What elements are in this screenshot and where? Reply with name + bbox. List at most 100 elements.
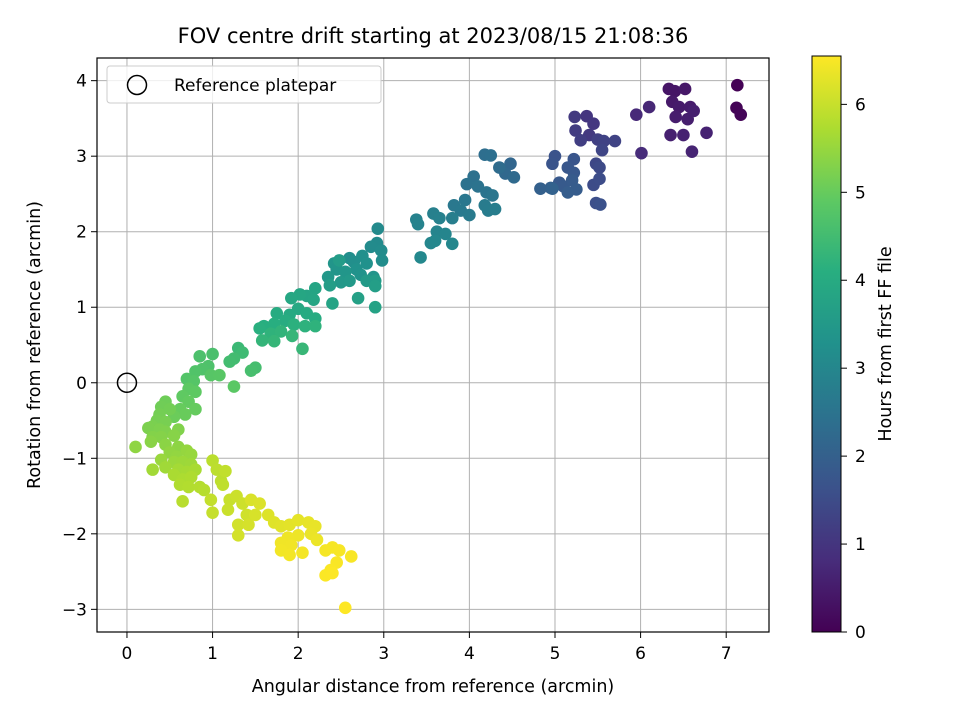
data-point <box>253 322 266 335</box>
data-point <box>308 319 322 333</box>
legend-box <box>106 65 382 104</box>
colorbar-tick-label: 0 <box>855 623 866 643</box>
data-point <box>287 318 301 331</box>
data-point <box>368 300 382 314</box>
data-point <box>664 128 677 142</box>
data-point <box>594 198 607 211</box>
data-point <box>546 182 559 195</box>
y-tick-label: −1 <box>62 449 87 469</box>
y-tick-label: 3 <box>76 147 87 167</box>
colorbar-tick-label: 1 <box>855 535 866 555</box>
data-point <box>568 110 581 124</box>
data-point <box>206 347 219 361</box>
data-point <box>167 429 181 442</box>
colorbar-tick-label: 6 <box>855 95 866 115</box>
data-point <box>310 533 324 547</box>
data-point <box>488 202 502 216</box>
data-point <box>227 380 241 393</box>
data-point <box>249 508 262 522</box>
y-tick-label: 0 <box>76 374 87 394</box>
data-point <box>569 124 582 137</box>
data-point <box>323 279 337 292</box>
data-point <box>463 208 476 222</box>
colorbar-tick-label: 2 <box>855 447 866 467</box>
data-point <box>326 566 339 580</box>
legend-label: Reference platepar <box>174 76 336 96</box>
data-point <box>146 463 159 476</box>
data-point <box>216 478 230 492</box>
colorbar-tick-label: 5 <box>855 183 866 203</box>
data-point <box>630 108 643 121</box>
data-point <box>270 306 284 320</box>
data-point <box>182 480 195 494</box>
data-point <box>274 325 288 338</box>
data-point <box>296 546 309 559</box>
data-point <box>197 483 211 497</box>
colorbar: 0 1 2 3 4 5 6 Hours from first FF file <box>811 55 896 643</box>
data-point <box>204 493 218 507</box>
data-point <box>734 108 748 121</box>
data-point <box>587 117 600 131</box>
data-point <box>669 110 682 124</box>
data-point <box>326 297 339 310</box>
y-axis-ticks: −3 −2 −1 0 1 2 3 4 <box>62 72 97 620</box>
data-point <box>608 134 622 148</box>
data-point <box>374 244 388 257</box>
data-point <box>332 254 346 267</box>
y-tick-label: −3 <box>62 600 87 620</box>
x-tick-label: 6 <box>635 644 646 664</box>
y-tick-label: −2 <box>62 525 87 545</box>
data-point <box>231 529 245 542</box>
data-point <box>678 82 692 96</box>
data-point <box>267 334 281 348</box>
colorbar-tick-label: 4 <box>855 271 866 291</box>
data-point <box>255 334 269 347</box>
data-point <box>486 189 499 202</box>
plot-frame <box>96 57 770 633</box>
colorbar-label: Hours from first FF file <box>876 246 896 441</box>
data-point <box>687 104 700 118</box>
chart-title: FOV centre drift starting at 2023/08/15 … <box>178 24 689 48</box>
data-point <box>445 211 459 225</box>
grid-lines <box>97 58 769 632</box>
data-point <box>291 513 305 527</box>
data-point <box>677 128 690 142</box>
data-point <box>189 402 202 416</box>
data-point <box>371 222 385 235</box>
data-point <box>332 544 346 557</box>
data-point <box>493 161 506 174</box>
data-point <box>129 440 142 454</box>
data-point <box>375 254 389 267</box>
data-point <box>672 100 686 114</box>
data-point <box>344 550 358 563</box>
data-point <box>283 548 296 562</box>
data-point <box>700 126 713 140</box>
data-point <box>351 291 365 305</box>
data-point <box>458 193 472 207</box>
x-tick-label: 2 <box>293 644 304 664</box>
data-point <box>414 251 427 264</box>
data-point <box>534 182 547 195</box>
colorbar-ticks: 0 1 2 3 4 5 6 <box>841 95 866 643</box>
data-point <box>223 355 236 368</box>
data-point <box>360 257 373 270</box>
data-point <box>642 100 656 114</box>
y-tick-label: 2 <box>76 223 87 243</box>
x-tick-label: 7 <box>721 644 732 664</box>
data-point <box>193 350 207 363</box>
data-point <box>507 171 521 184</box>
data-point <box>176 495 189 508</box>
data-point <box>308 282 322 295</box>
data-point <box>433 211 446 225</box>
data-point <box>285 538 298 552</box>
data-point <box>338 601 352 615</box>
colorbar-tick-label: 3 <box>855 359 866 379</box>
data-point <box>184 448 198 461</box>
data-point <box>731 78 744 92</box>
x-tick-label: 0 <box>122 644 133 664</box>
x-axis-ticks: 0 1 2 3 4 5 6 7 <box>122 632 732 664</box>
data-point <box>219 464 232 478</box>
reference-marker <box>116 372 138 394</box>
x-tick-label: 3 <box>378 644 389 664</box>
